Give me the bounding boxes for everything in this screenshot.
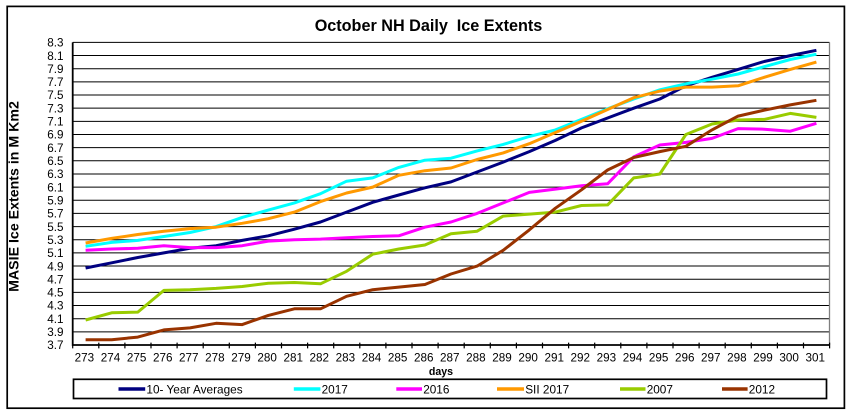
svg-text:296: 296 (675, 352, 695, 365)
svg-text:5.3: 5.3 (47, 234, 63, 247)
svg-text:4.9: 4.9 (47, 260, 63, 273)
svg-text:4.5: 4.5 (47, 287, 64, 300)
svg-text:291: 291 (544, 352, 564, 365)
svg-text:6.3: 6.3 (47, 168, 63, 181)
svg-text:301: 301 (805, 352, 825, 365)
svg-text:300: 300 (779, 352, 799, 365)
svg-text:275: 275 (127, 352, 147, 365)
svg-text:October NH Daily Ice Extents: October NH Daily Ice Extents (315, 17, 543, 35)
svg-text:7.5: 7.5 (47, 89, 64, 102)
svg-text:2016: 2016 (423, 382, 450, 396)
svg-text:7.7: 7.7 (47, 76, 63, 89)
svg-text:288: 288 (466, 352, 486, 365)
svg-text:6.1: 6.1 (47, 181, 63, 194)
svg-text:283: 283 (336, 352, 356, 365)
svg-text:277: 277 (179, 352, 199, 365)
svg-text:284: 284 (362, 352, 382, 365)
svg-text:282: 282 (310, 352, 330, 365)
svg-text:297: 297 (701, 352, 721, 365)
svg-text:273: 273 (75, 352, 95, 365)
svg-text:274: 274 (101, 352, 121, 365)
svg-text:7.9: 7.9 (47, 63, 63, 76)
svg-text:281: 281 (283, 352, 303, 365)
svg-text:4.3: 4.3 (47, 300, 63, 313)
svg-text:SII 2017: SII 2017 (525, 382, 569, 396)
svg-text:5.7: 5.7 (47, 208, 63, 221)
svg-text:279: 279 (231, 352, 251, 365)
svg-text:276: 276 (153, 352, 173, 365)
svg-text:8.3: 8.3 (47, 37, 63, 50)
svg-text:7.1: 7.1 (47, 116, 63, 129)
svg-text:292: 292 (571, 352, 591, 365)
svg-text:6.5: 6.5 (47, 155, 64, 168)
svg-text:295: 295 (649, 352, 669, 365)
svg-text:2007: 2007 (647, 382, 673, 396)
svg-text:8.1: 8.1 (47, 50, 63, 63)
svg-text:3.7: 3.7 (47, 339, 63, 352)
svg-text:294: 294 (623, 352, 643, 365)
svg-text:287: 287 (440, 352, 460, 365)
svg-text:10- Year Averages: 10- Year Averages (146, 382, 242, 396)
svg-text:4.1: 4.1 (47, 313, 63, 326)
svg-text:5.5: 5.5 (47, 221, 64, 234)
svg-text:290: 290 (518, 352, 538, 365)
svg-text:6.9: 6.9 (47, 129, 63, 142)
svg-text:3.9: 3.9 (47, 326, 63, 339)
svg-text:2012: 2012 (749, 382, 775, 396)
svg-text:2017: 2017 (322, 382, 348, 396)
svg-text:289: 289 (492, 352, 512, 365)
svg-text:MASIE Ice Extents in M Km2: MASIE Ice Extents in M Km2 (7, 101, 23, 292)
svg-text:280: 280 (257, 352, 277, 365)
svg-text:5.9: 5.9 (47, 195, 63, 208)
svg-text:days: days (429, 366, 453, 378)
svg-text:298: 298 (727, 352, 747, 365)
svg-text:286: 286 (414, 352, 434, 365)
svg-text:299: 299 (753, 352, 773, 365)
svg-text:5.1: 5.1 (47, 247, 63, 260)
svg-text:6.7: 6.7 (47, 142, 63, 155)
svg-text:293: 293 (597, 352, 617, 365)
svg-text:4.7: 4.7 (47, 273, 63, 286)
svg-text:7.3: 7.3 (47, 102, 63, 115)
svg-text:278: 278 (205, 352, 225, 365)
svg-text:285: 285 (388, 352, 408, 365)
